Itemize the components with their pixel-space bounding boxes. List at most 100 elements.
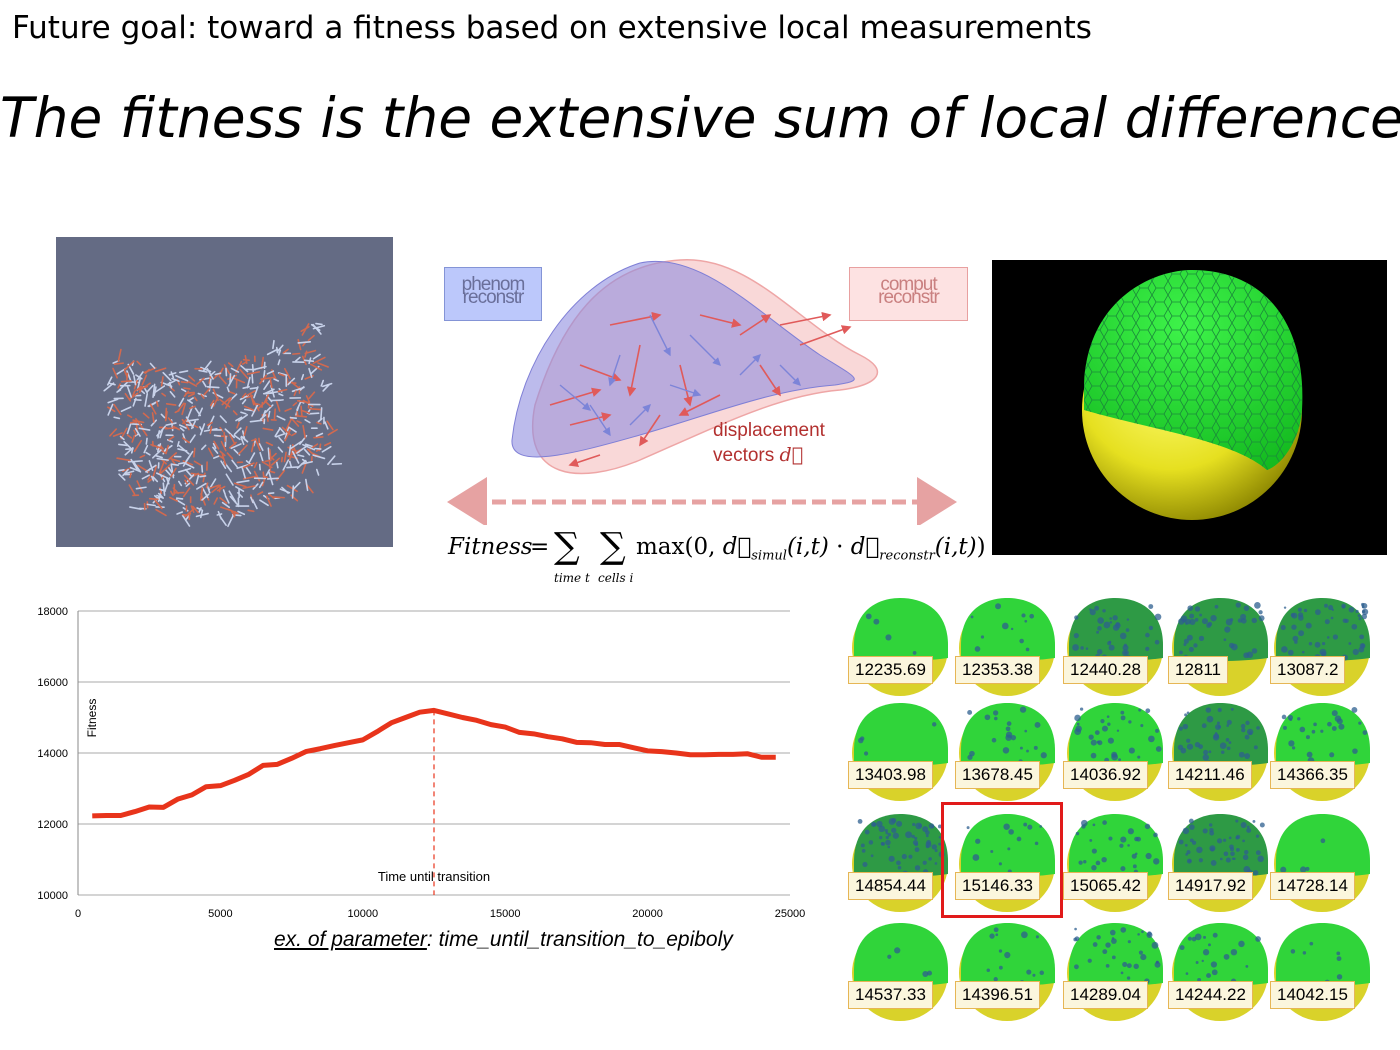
cell-patch xyxy=(1201,959,1204,963)
vector-stroke xyxy=(246,376,251,389)
cell-patch xyxy=(1324,603,1328,608)
cell-patch xyxy=(1193,643,1198,648)
cell-patch xyxy=(972,854,980,861)
cell-patch xyxy=(1107,641,1112,646)
cell-patch xyxy=(1178,618,1185,625)
vector-stroke xyxy=(150,443,164,450)
cell-patch xyxy=(1223,953,1230,960)
displacement-vectors-label: displacement vectors d⃗ xyxy=(713,418,825,468)
cell-patch xyxy=(1106,715,1110,718)
cell-patch xyxy=(1224,626,1231,633)
cell-patch xyxy=(1256,726,1260,730)
vector-stroke xyxy=(184,479,189,486)
vector-stroke xyxy=(157,492,164,499)
vector-stroke xyxy=(249,419,263,423)
cell-patch xyxy=(1205,707,1212,713)
vector-stroke xyxy=(132,397,137,407)
fitness-value-badge: 14036.92 xyxy=(1063,761,1148,789)
embryo-result: 14728.14 xyxy=(1270,806,1380,916)
cell-patch xyxy=(1153,832,1158,838)
cell-patch xyxy=(1207,621,1213,627)
vector-stroke xyxy=(240,436,245,446)
vector-stroke xyxy=(263,394,269,404)
cell-patch xyxy=(1101,725,1108,732)
cell-patch xyxy=(1126,963,1132,969)
vector-stroke xyxy=(210,402,215,409)
vector-stroke xyxy=(254,437,261,452)
vector-stroke xyxy=(199,487,204,502)
vector-stroke xyxy=(284,418,292,432)
vector-stroke xyxy=(112,432,123,437)
cell-patch xyxy=(938,836,942,839)
cell-patch xyxy=(1120,866,1126,872)
fitness-value-badge: 14917.92 xyxy=(1168,872,1253,900)
reference-arrow xyxy=(689,334,721,366)
cap xyxy=(1174,814,1268,877)
vector-stroke xyxy=(161,392,167,397)
cell-patch xyxy=(1252,870,1259,876)
cell-patch xyxy=(974,646,981,652)
cell-patch xyxy=(1297,607,1302,612)
cell-patch xyxy=(1089,608,1092,611)
vector-stroke xyxy=(199,423,206,436)
cell-patch xyxy=(925,841,932,848)
cell-patch xyxy=(1138,950,1143,955)
formula-max: max(0, xyxy=(636,534,723,560)
vector-stroke xyxy=(225,397,232,409)
vector-stroke xyxy=(289,416,298,420)
vector-stroke xyxy=(238,414,249,422)
fitness-value-badge: 14211.46 xyxy=(1168,761,1252,789)
cell-patch xyxy=(994,716,998,721)
cell-patch xyxy=(1087,958,1092,963)
vector-stroke xyxy=(288,444,292,456)
vector-stroke xyxy=(238,444,248,455)
vector-stroke xyxy=(155,472,170,480)
vector-stroke xyxy=(213,440,220,450)
cell-patch xyxy=(1280,625,1286,631)
vector-stroke xyxy=(259,451,264,462)
vector-stroke xyxy=(300,460,313,465)
vector-stroke xyxy=(267,447,271,460)
vector-stroke xyxy=(132,419,145,424)
vector-stroke xyxy=(198,369,208,373)
cell-patch xyxy=(1145,852,1152,860)
cell-patch xyxy=(1091,848,1097,854)
cell-patch xyxy=(1238,751,1245,758)
phenom-shape xyxy=(511,260,855,458)
vector-stroke xyxy=(216,513,223,516)
vector-stroke xyxy=(211,484,222,493)
vector-stroke xyxy=(269,378,273,389)
vector-stroke xyxy=(239,368,249,380)
vector-stroke xyxy=(227,374,236,387)
cell-patch xyxy=(1259,822,1265,828)
formula-body: max(0, d⃗simul(i,t) · d⃗reconstr(i,t)) xyxy=(636,534,986,564)
vector-stroke xyxy=(232,410,238,416)
vector-stroke xyxy=(148,497,159,501)
cell-patch xyxy=(1361,602,1365,607)
vector-stroke xyxy=(212,455,220,459)
vector-stroke xyxy=(166,380,176,386)
vector-stroke xyxy=(272,496,285,499)
vector-stroke xyxy=(126,385,133,398)
vector-stroke xyxy=(252,483,259,490)
cell-patch xyxy=(912,822,916,827)
displacement-arrow xyxy=(609,311,662,326)
embryo-result: 14289.04 xyxy=(1063,915,1173,1025)
vector-stroke xyxy=(178,397,185,407)
vector-stroke xyxy=(124,392,132,402)
vector-stroke xyxy=(213,434,222,437)
cell-patch xyxy=(1096,630,1100,634)
cell-patch xyxy=(1005,734,1012,741)
vector-stroke xyxy=(321,382,333,388)
cell-patch xyxy=(1306,751,1313,758)
vector-stroke xyxy=(186,420,199,429)
vector-stroke xyxy=(162,371,172,382)
vector-stroke xyxy=(296,444,309,454)
vector-stroke xyxy=(317,417,323,423)
vector-stroke xyxy=(193,447,196,458)
cell-patch xyxy=(1140,954,1147,961)
cell-patch xyxy=(1138,708,1142,712)
vector-stroke xyxy=(297,338,302,351)
cell-patch xyxy=(1361,613,1368,620)
reference-arrow xyxy=(608,354,621,387)
